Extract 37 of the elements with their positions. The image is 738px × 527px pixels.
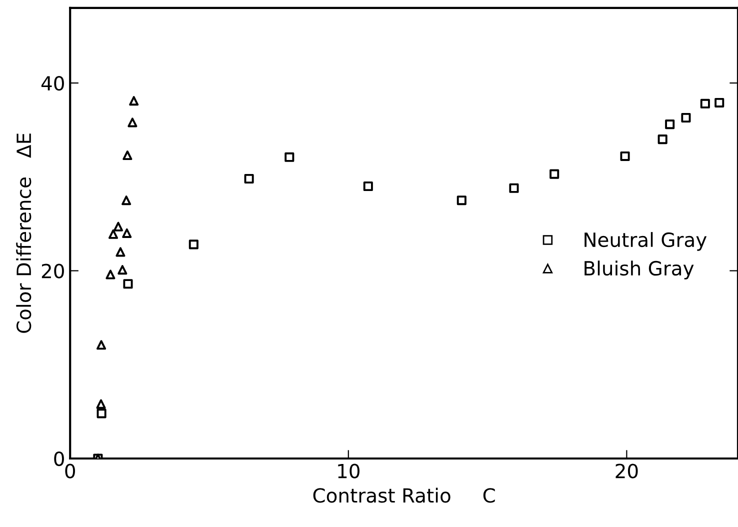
y-axis-title: Color Difference ΔE xyxy=(16,134,32,333)
x-tick-label: 0 xyxy=(65,464,76,478)
point xyxy=(106,270,116,280)
point xyxy=(714,98,724,108)
point xyxy=(122,228,132,238)
point xyxy=(456,196,466,206)
point xyxy=(620,151,630,161)
point xyxy=(96,399,106,409)
point xyxy=(284,152,294,162)
point xyxy=(550,169,560,179)
point xyxy=(244,174,254,184)
point xyxy=(129,96,139,106)
point xyxy=(122,196,132,206)
point xyxy=(116,247,126,257)
x-tick-label: 20 xyxy=(616,464,638,478)
point xyxy=(658,134,668,144)
point xyxy=(113,222,124,232)
legend-label: Neutral Gray xyxy=(584,232,707,251)
point xyxy=(363,181,373,192)
point xyxy=(509,183,519,193)
point xyxy=(665,120,675,130)
point xyxy=(108,229,118,239)
x-axis-title: Contrast Ratio C xyxy=(313,488,495,503)
point xyxy=(96,340,106,350)
point xyxy=(681,112,691,123)
legend-label: Bluish Gray xyxy=(584,260,694,280)
x-tick-label: 10 xyxy=(338,464,360,478)
y-tick-label: 0 xyxy=(54,451,64,466)
point xyxy=(122,150,132,160)
y-tick-label: 20 xyxy=(42,264,64,278)
point xyxy=(96,408,106,418)
point xyxy=(700,98,710,108)
point xyxy=(118,265,128,275)
point xyxy=(188,240,198,250)
point xyxy=(123,279,133,289)
y-tick-label: 40 xyxy=(41,76,64,91)
point xyxy=(128,118,138,128)
